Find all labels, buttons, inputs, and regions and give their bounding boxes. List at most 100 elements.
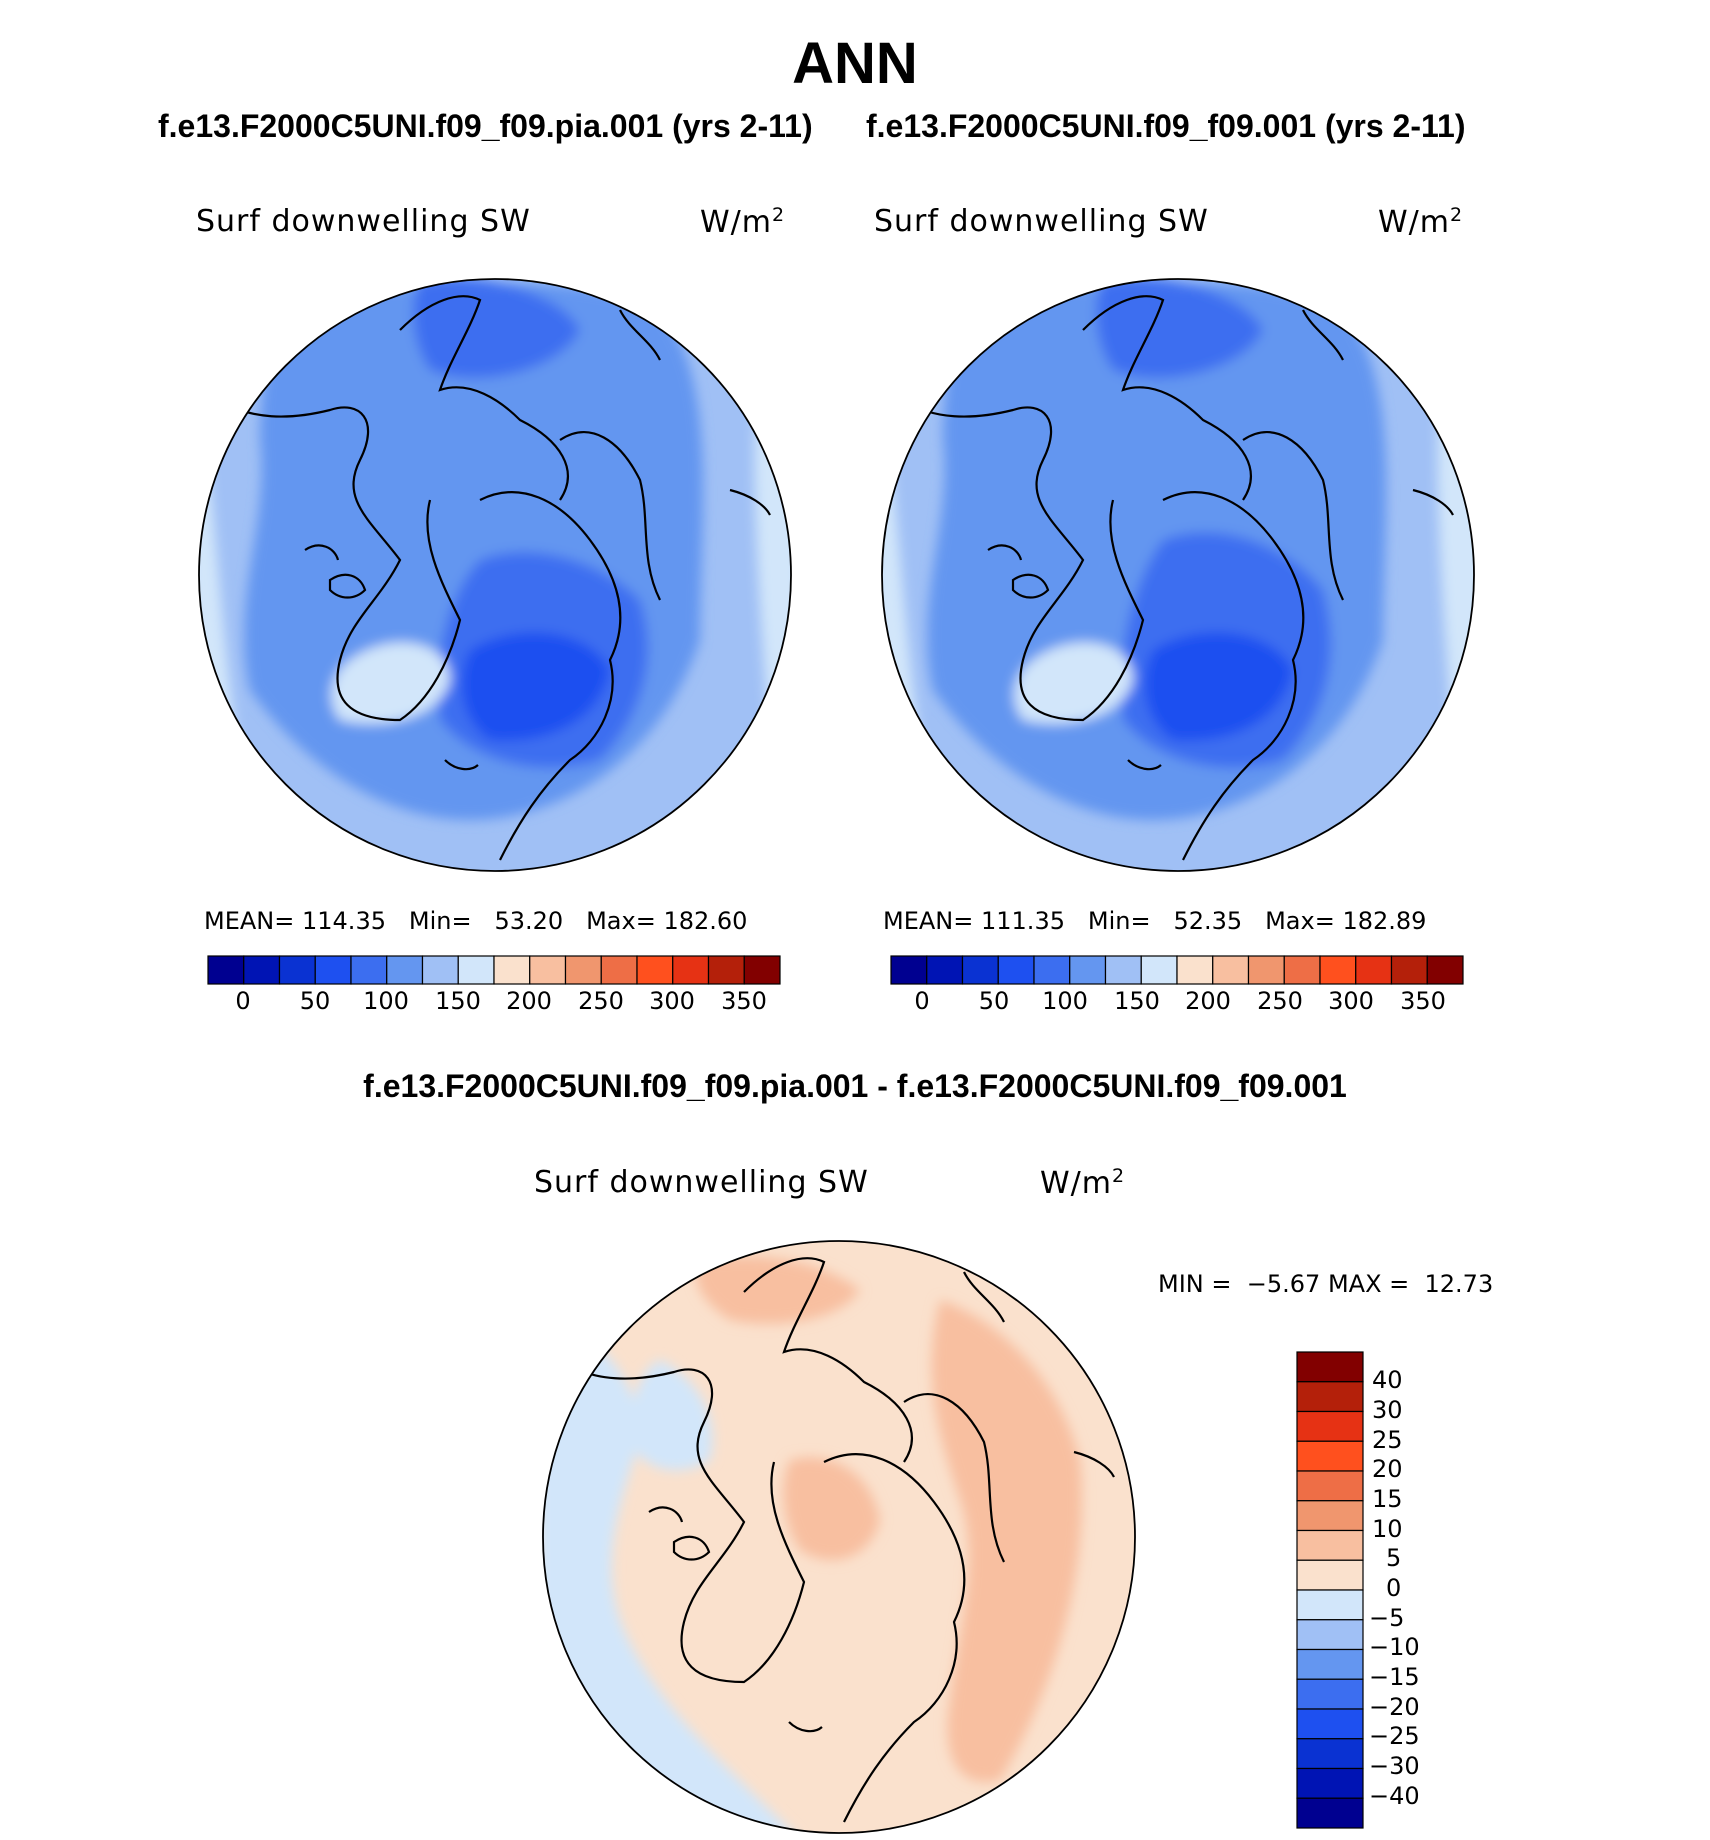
colorbar-swatch — [1355, 955, 1393, 985]
coastline — [987, 544, 1023, 561]
right-mean-value: 111.35 — [981, 907, 1065, 935]
diff-colorbar — [1296, 1351, 1364, 1829]
left-colorbar — [207, 955, 781, 985]
coastline — [1082, 295, 1252, 501]
diff-map-border — [542, 1240, 1136, 1834]
coastline — [1073, 1450, 1115, 1478]
left-units-label: W/m2 — [700, 204, 786, 240]
coastline — [1412, 488, 1454, 516]
colorbar-swatch — [1033, 955, 1071, 985]
coastline — [1302, 309, 1344, 361]
colorbar-swatch — [1296, 1619, 1364, 1651]
colorbar-swatch — [1140, 955, 1178, 985]
coastline — [479, 491, 622, 861]
colorbar-swatch — [707, 955, 745, 985]
right-cb-tick: 150 — [1114, 987, 1160, 1015]
left-cb-tick: 50 — [299, 987, 331, 1015]
colorbar-swatch — [1296, 1440, 1364, 1472]
coastline — [219, 399, 462, 722]
coastline — [963, 1271, 1005, 1323]
left-map-border — [198, 278, 792, 872]
colorbar-swatch — [1176, 955, 1214, 985]
diff-units-label: W/m2 — [1040, 1165, 1126, 1201]
right-cb-tick: 0 — [914, 987, 930, 1015]
diff-cb-tick: 15 — [1372, 1485, 1403, 1513]
colorbar-swatch — [1283, 955, 1321, 985]
left-max-value: 182.60 — [663, 907, 748, 935]
left-map-region-atlantic-core — [461, 632, 610, 741]
colorbar-swatch — [926, 955, 964, 985]
right-case-title: f.e13.F2000C5UNI.f09_f09.001 (yrs 2-11) — [866, 108, 1466, 144]
diff-cb-tick: 25 — [1372, 1426, 1403, 1454]
diff-map-negative-canada — [630, 1360, 713, 1471]
colorbar-swatch — [278, 955, 316, 985]
coastline — [729, 488, 771, 516]
left-variable-label: Surf downwelling SW — [196, 204, 531, 239]
diff-max-value: 12.73 — [1424, 1270, 1494, 1298]
right-colorbar — [890, 955, 1464, 985]
right-map — [882, 279, 1474, 871]
colorbar-swatch — [961, 955, 999, 985]
left-map-pale-band-east — [754, 279, 791, 871]
left-cb-tick: 350 — [721, 987, 767, 1015]
diff-cb-tick: −30 — [1369, 1752, 1420, 1780]
colorbar-swatch — [1296, 1589, 1364, 1621]
coastline — [743, 1257, 913, 1463]
diff-map-positive-arctic — [783, 1457, 880, 1560]
right-units-label: W/m2 — [1378, 204, 1464, 240]
colorbar-swatch — [1212, 955, 1250, 985]
right-variable-label: Surf downwelling SW — [874, 204, 1209, 239]
left-cb-tick: 250 — [578, 987, 624, 1015]
colorbar-swatch — [672, 955, 710, 985]
left-mean-label: MEAN= — [204, 907, 295, 935]
colorbar-swatch — [743, 955, 781, 985]
right-max-label: Max= — [1265, 907, 1335, 935]
colorbar-swatch — [1296, 1500, 1364, 1532]
colorbar-swatch — [314, 955, 352, 985]
left-stats: MEAN= 114.35 Min= 53.20 Max= 182.60 — [204, 907, 747, 935]
colorbar-swatch — [386, 955, 424, 985]
left-min-label: Min= — [408, 907, 472, 935]
colorbar-swatch — [421, 955, 459, 985]
right-min-value: 52.35 — [1173, 907, 1243, 935]
colorbar-swatch — [1296, 1678, 1364, 1710]
diff-map-negative-west — [543, 1320, 800, 1833]
left-cb-tick: 100 — [363, 987, 409, 1015]
colorbar-swatch — [493, 955, 531, 985]
right-cb-tick: 200 — [1185, 987, 1231, 1015]
coastline — [563, 1361, 806, 1684]
diff-cb-tick: 10 — [1372, 1515, 1403, 1543]
diff-cb-tick: 20 — [1372, 1455, 1403, 1483]
colorbar-swatch — [207, 955, 245, 985]
right-map-coastlines — [902, 295, 1454, 861]
colorbar-swatch — [1296, 1351, 1364, 1383]
right-stats: MEAN= 111.35 Min= 52.35 Max= 182.89 — [883, 907, 1426, 935]
coastline — [903, 1393, 1005, 1563]
left-min-value: 53.20 — [494, 907, 564, 935]
coastline — [672, 1535, 711, 1561]
coastline — [823, 1453, 966, 1823]
colorbar-swatch — [1104, 955, 1142, 985]
diff-cb-tick: 5 — [1386, 1544, 1402, 1572]
diff-min-value: −5.67 — [1246, 1270, 1321, 1298]
colorbar-swatch — [1069, 955, 1107, 985]
colorbar-swatch — [1247, 955, 1285, 985]
colorbar-swatch — [1296, 1381, 1364, 1413]
colorbar-swatch — [564, 955, 602, 985]
colorbar-swatch — [890, 955, 928, 985]
diff-stats: MIN = −5.67 MAX = 12.73 — [1158, 1270, 1493, 1298]
right-cb-tick: 250 — [1257, 987, 1303, 1015]
colorbar-swatch — [1390, 955, 1428, 985]
diff-cb-tick: −40 — [1369, 1782, 1420, 1810]
colorbar-swatch — [529, 955, 567, 985]
diff-map-positive-east — [931, 1300, 1082, 1782]
left-case-title: f.e13.F2000C5UNI.f09_f09.pia.001 (yrs 2-… — [158, 108, 813, 144]
colorbar-swatch — [636, 955, 674, 985]
coastline — [444, 759, 479, 771]
right-cb-tick: 100 — [1042, 987, 1088, 1015]
colorbar-swatch — [350, 955, 388, 985]
diff-min-label: MIN = — [1158, 1270, 1232, 1298]
right-min-label: Min= — [1087, 907, 1151, 935]
left-cb-tick: 200 — [506, 987, 552, 1015]
